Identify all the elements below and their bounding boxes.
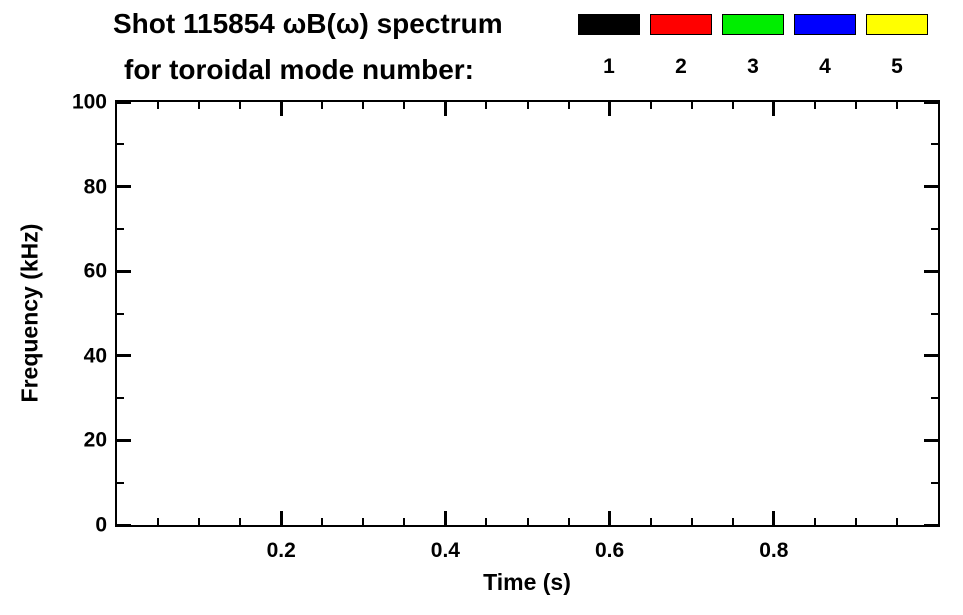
x-axis-title: Time (s)	[483, 569, 571, 595]
x-minor-tick	[526, 518, 529, 525]
y-major-tick	[117, 100, 131, 104]
y-minor-tick	[931, 312, 938, 315]
y-minor-tick	[931, 143, 938, 146]
x-minor-tick	[239, 102, 242, 109]
legend-label: 3	[747, 55, 759, 78]
legend-entry: 4	[794, 14, 856, 77]
x-minor-tick	[157, 518, 160, 525]
legend: 1 2 3 4 5	[578, 14, 928, 77]
x-tick-label: 0.4	[430, 539, 460, 562]
y-major-tick	[117, 523, 131, 527]
y-major-tick	[117, 185, 131, 189]
y-major-tick	[924, 100, 938, 104]
x-minor-tick	[485, 102, 488, 109]
x-minor-tick	[854, 102, 857, 109]
y-major-tick	[924, 269, 938, 273]
x-minor-tick	[731, 518, 734, 525]
legend-color-swatch	[650, 14, 712, 35]
x-minor-tick	[362, 102, 365, 109]
legend-label: 1	[603, 55, 615, 78]
y-minor-tick	[117, 312, 124, 315]
x-minor-tick	[321, 102, 324, 109]
x-major-tick	[279, 511, 283, 525]
legend-entry: 3	[722, 14, 784, 77]
legend-entry: 1	[578, 14, 640, 77]
y-major-tick	[924, 523, 938, 527]
x-tick-label: 0.2	[266, 539, 296, 562]
x-minor-tick	[567, 518, 570, 525]
x-minor-tick	[198, 518, 201, 525]
y-minor-tick	[117, 481, 124, 484]
chart-title: Shot 115854 ωB(ω) spectrum	[113, 8, 503, 39]
x-major-tick	[608, 102, 612, 116]
x-minor-tick	[895, 102, 898, 109]
x-major-tick	[772, 511, 776, 525]
y-tick-label: 40	[83, 344, 107, 368]
legend-color-swatch	[866, 14, 928, 35]
chart-subtitle: for toroidal mode number:	[124, 54, 474, 85]
x-minor-tick	[526, 102, 529, 109]
y-minor-tick	[117, 227, 124, 230]
x-minor-tick	[198, 102, 201, 109]
legend-color-swatch	[722, 14, 784, 35]
x-minor-tick	[649, 102, 652, 109]
y-major-tick	[117, 354, 131, 358]
x-major-tick	[772, 102, 776, 116]
y-minor-tick	[117, 143, 124, 146]
x-minor-tick	[649, 518, 652, 525]
y-major-tick	[924, 438, 938, 442]
plot-area	[115, 100, 940, 527]
x-minor-tick	[895, 518, 898, 525]
x-minor-tick	[403, 102, 406, 109]
y-tick-label: 20	[83, 428, 107, 452]
y-axis-title: Frequency (kHz)	[16, 223, 43, 403]
legend-color-swatch	[578, 14, 640, 35]
x-major-tick	[279, 102, 283, 116]
x-minor-tick	[731, 102, 734, 109]
x-major-tick	[608, 511, 612, 525]
x-minor-tick	[813, 518, 816, 525]
y-minor-tick	[117, 397, 124, 400]
x-minor-tick	[362, 518, 365, 525]
legend-entry: 2	[650, 14, 712, 77]
legend-color-swatch	[794, 14, 856, 35]
legend-entry: 5	[866, 14, 928, 77]
x-minor-tick	[321, 518, 324, 525]
x-minor-tick	[239, 518, 242, 525]
y-tick-label: 60	[83, 259, 107, 283]
x-minor-tick	[690, 102, 693, 109]
x-major-tick	[443, 511, 447, 525]
legend-label: 5	[891, 55, 903, 78]
y-major-tick	[924, 185, 938, 189]
x-major-tick	[443, 102, 447, 116]
x-minor-tick	[567, 102, 570, 109]
x-tick-label: 0.8	[759, 539, 789, 562]
legend-label: 2	[675, 55, 687, 78]
y-minor-tick	[931, 397, 938, 400]
y-major-tick	[117, 269, 131, 273]
y-minor-tick	[931, 481, 938, 484]
x-minor-tick	[813, 102, 816, 109]
y-minor-tick	[931, 227, 938, 230]
x-minor-tick	[157, 102, 160, 109]
y-major-tick	[117, 438, 131, 442]
y-tick-label: 100	[71, 90, 107, 114]
x-minor-tick	[403, 518, 406, 525]
legend-label: 4	[819, 55, 831, 78]
x-minor-tick	[690, 518, 693, 525]
y-tick-label: 80	[83, 175, 107, 199]
y-tick-label: 0	[95, 513, 107, 537]
x-tick-label: 0.6	[594, 539, 625, 562]
x-minor-tick	[485, 518, 488, 525]
x-minor-tick	[854, 518, 857, 525]
y-major-tick	[924, 354, 938, 358]
